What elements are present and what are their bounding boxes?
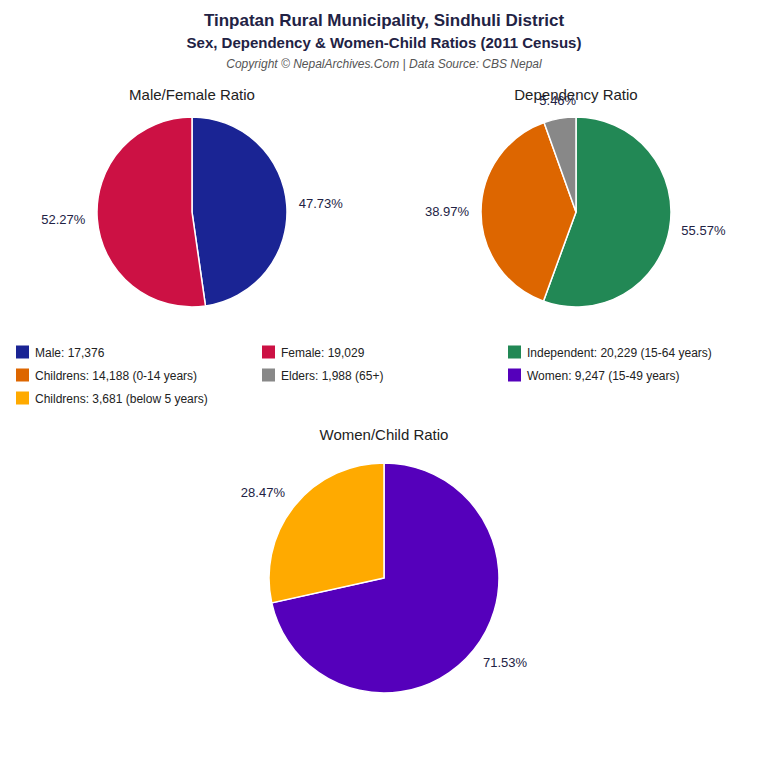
legend-swatch [262, 369, 275, 382]
pie-chart: Dependency Ratio55.57%38.97%5.46% [425, 86, 726, 307]
legend: Male: 17,376 Female: 19,029 Independent: 2… [16, 346, 712, 406]
legend-entry: Elders: 1,988 (65+) [281, 369, 383, 383]
annotation: Copyright © NepalArchives.Com | Data Sou… [226, 57, 542, 71]
chart-canvas: Tinpatan Rural Municipality, Sindhuli Di… [0, 0, 768, 768]
pie-slice [544, 117, 576, 212]
data-label: 47.73% [299, 196, 344, 211]
data-label: 52.27% [41, 212, 86, 227]
legend-entry: Childrens: 3,681 (below 5 years) [35, 392, 208, 406]
legend-swatch [508, 346, 521, 359]
data-labels: 55.57% 38.97% 5.46% [425, 93, 726, 238]
pie-chart: Women/Child Ratio 71.53% 28.47% [241, 426, 528, 693]
data-label: 5.46% [539, 93, 576, 108]
data-labels: 71.53% 28.47% [241, 485, 528, 671]
title: Tinpatan Rural Municipality, Sindhuli Di… [204, 11, 565, 30]
legend-entry: Women: 9,247 (15-49 years) [527, 369, 680, 383]
chart-title: Male/Female Ratio [129, 86, 255, 103]
legend-entry: Male: 17,376 [35, 346, 105, 360]
pie-chart: Male/Female Ratio 47.73% 52.27% [41, 86, 343, 307]
legend-entry: Female: 19,029 [281, 346, 365, 360]
data-label: 55.57% [681, 223, 726, 238]
chart-title: Women/Child Ratio [320, 426, 449, 443]
legend-entry: Childrens: 14,188 (0-14 years) [35, 369, 197, 383]
legend-swatch [16, 369, 29, 382]
page: {"title": "Tinpatan Rural Municipality, … [0, 0, 768, 768]
data-label: 71.53% [483, 655, 528, 670]
legend-entry: Independent: 20,229 (15-64 years) [527, 346, 712, 360]
legend-swatch [508, 369, 521, 382]
slices [97, 117, 287, 307]
data-label: 28.47% [241, 485, 286, 500]
subtitle: Sex, Dependency & Women-Child Ratios (20… [187, 34, 582, 51]
slices [481, 117, 671, 307]
data-labels: 47.73% 52.27% [41, 196, 343, 226]
legend-swatch [16, 346, 29, 359]
data-label: 38.97% [425, 204, 470, 219]
slices [269, 463, 499, 693]
legend-swatch [16, 392, 29, 405]
pie-slice [97, 117, 206, 307]
pie-slice [192, 117, 287, 306]
pie-slice [269, 463, 384, 603]
legend-swatch [262, 346, 275, 359]
